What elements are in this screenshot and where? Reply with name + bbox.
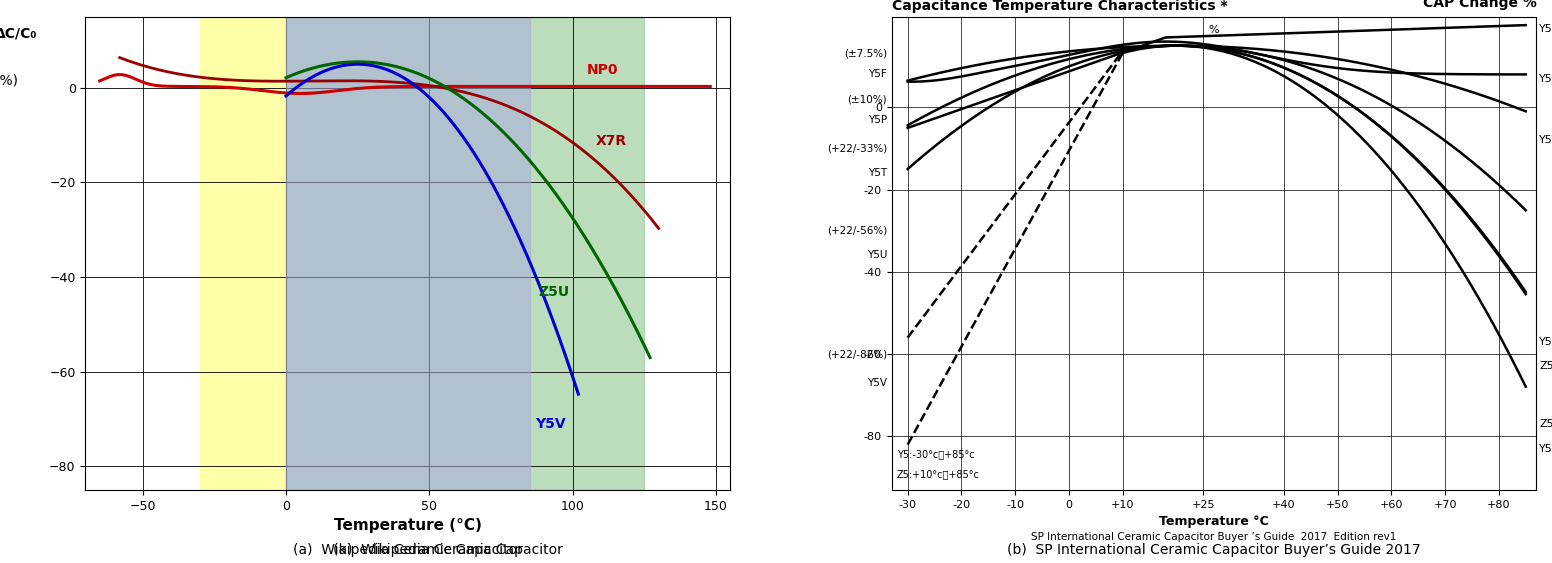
Text: Y5V: Y5V bbox=[535, 417, 566, 431]
Text: (±10%): (±10%) bbox=[847, 94, 888, 104]
Text: (%): (%) bbox=[0, 74, 19, 88]
Text: Y5F: Y5F bbox=[869, 69, 888, 79]
Text: Y5U: Y5U bbox=[868, 251, 888, 261]
Text: Z5U: Z5U bbox=[1540, 361, 1552, 372]
Text: (+22/-33%): (+22/-33%) bbox=[827, 144, 888, 154]
Text: %: % bbox=[1209, 25, 1220, 35]
Text: (a)  Wikipedia Ceramic Capacitor: (a) Wikipedia Ceramic Capacitor bbox=[293, 543, 523, 557]
Text: Z5:+10°c～+85°c: Z5:+10°c～+85°c bbox=[897, 469, 979, 479]
Bar bbox=[286, 17, 529, 490]
Text: ΔC/C₀: ΔC/C₀ bbox=[0, 26, 37, 41]
Text: X7R: X7R bbox=[596, 133, 627, 148]
X-axis label: Temperature (°C): Temperature (°C) bbox=[334, 518, 481, 533]
Text: Y5:-30°c～+85°c: Y5:-30°c～+85°c bbox=[897, 449, 975, 459]
Text: CAP Change %: CAP Change % bbox=[1423, 0, 1536, 10]
Text: Capacitance Temperature Characteristics *: Capacitance Temperature Characteristics … bbox=[891, 0, 1228, 13]
Text: Z5V: Z5V bbox=[1540, 419, 1552, 429]
Text: NP0: NP0 bbox=[587, 62, 619, 77]
Text: Y5P: Y5P bbox=[1540, 24, 1552, 34]
Text: SP International Ceramic Capacitor Buyer ’s Guide  2017  Edition rev1: SP International Ceramic Capacitor Buyer… bbox=[1032, 533, 1397, 542]
Text: (+22/-82%): (+22/-82%) bbox=[827, 349, 888, 359]
Text: Y5T: Y5T bbox=[868, 168, 888, 178]
Text: (b)  SP International Ceramic Capacitor Buyer’s Guide 2017: (b) SP International Ceramic Capacitor B… bbox=[1007, 543, 1420, 557]
X-axis label: Temperature °C: Temperature °C bbox=[1159, 515, 1270, 528]
Text: Y5F: Y5F bbox=[1540, 74, 1552, 83]
Text: Y5U: Y5U bbox=[1540, 337, 1552, 347]
Text: (±7.5%): (±7.5%) bbox=[844, 49, 888, 59]
Text: Z5U: Z5U bbox=[539, 285, 570, 299]
Text: (a)  Wikipedia Ceramic Capacitor: (a) Wikipedia Ceramic Capacitor bbox=[334, 543, 563, 557]
Text: Y5V: Y5V bbox=[1540, 444, 1552, 454]
Text: Y5P: Y5P bbox=[868, 115, 888, 124]
Bar bbox=[200, 17, 286, 490]
Text: (+22/-56%): (+22/-56%) bbox=[827, 226, 888, 236]
Text: Y5V: Y5V bbox=[868, 378, 888, 388]
Bar bbox=[286, 17, 644, 490]
Text: Y5T: Y5T bbox=[1540, 135, 1552, 145]
